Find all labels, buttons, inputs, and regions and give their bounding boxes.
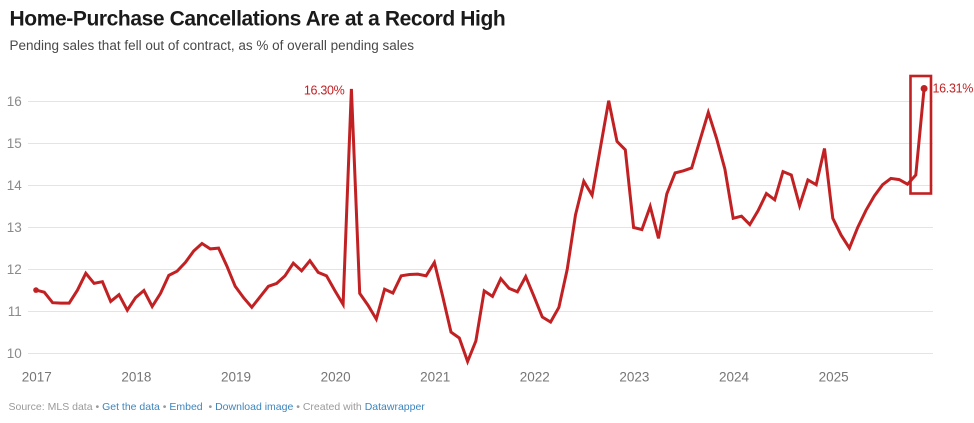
- svg-text:16.31%: 16.31%: [933, 82, 974, 96]
- svg-text:11: 11: [8, 304, 22, 319]
- svg-text:2024: 2024: [719, 370, 750, 385]
- svg-text:Home-Purchase Cancellations Ar: Home-Purchase Cancellations Are at a Rec…: [10, 8, 506, 31]
- svg-text:2018: 2018: [121, 370, 151, 385]
- svg-text:Pending sales that fell out of: Pending sales that fell out of contract,…: [10, 38, 415, 53]
- svg-text:16.30%: 16.30%: [304, 84, 345, 98]
- svg-text:Source: MLS data • Get the dat: Source: MLS data • Get the data • Embed …: [9, 401, 426, 413]
- svg-text:2023: 2023: [619, 370, 649, 385]
- svg-text:2017: 2017: [22, 370, 52, 385]
- svg-text:2020: 2020: [321, 370, 351, 385]
- svg-text:15: 15: [7, 136, 22, 151]
- svg-text:12: 12: [7, 262, 22, 277]
- svg-text:16: 16: [7, 94, 22, 109]
- svg-text:2019: 2019: [221, 370, 251, 385]
- svg-text:2021: 2021: [420, 370, 450, 385]
- svg-text:2022: 2022: [520, 370, 550, 385]
- svg-text:13: 13: [7, 220, 22, 235]
- svg-text:2025: 2025: [819, 370, 849, 385]
- svg-text:10: 10: [7, 346, 22, 361]
- svg-text:14: 14: [7, 178, 23, 193]
